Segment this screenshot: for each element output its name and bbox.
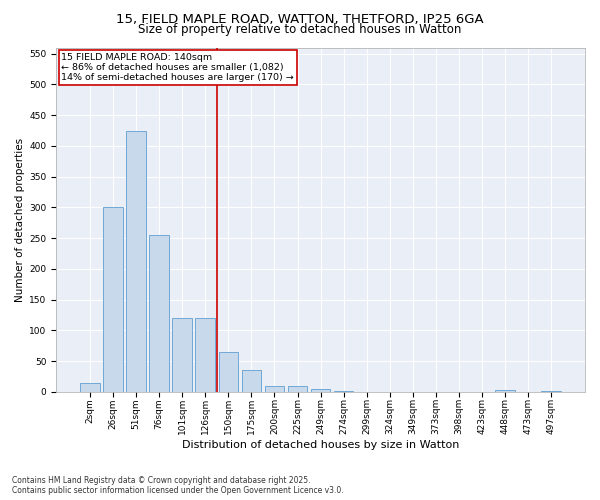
Bar (172, 318, 192, 392)
Bar (334, 390, 353, 392)
Bar (218, 352, 238, 392)
Bar (495, 390, 515, 392)
Bar (80, 382, 100, 392)
Bar (149, 235, 169, 392)
Bar (265, 386, 284, 392)
Text: 15 FIELD MAPLE ROAD: 140sqm
← 86% of detached houses are smaller (1,082)
14% of : 15 FIELD MAPLE ROAD: 140sqm ← 86% of det… (61, 52, 294, 82)
Bar (311, 388, 331, 392)
Text: Contains HM Land Registry data © Crown copyright and database right 2025.
Contai: Contains HM Land Registry data © Crown c… (12, 476, 344, 495)
Text: Size of property relative to detached houses in Watton: Size of property relative to detached ho… (139, 22, 461, 36)
Text: 15, FIELD MAPLE ROAD, WATTON, THETFORD, IP25 6GA: 15, FIELD MAPLE ROAD, WATTON, THETFORD, … (116, 12, 484, 26)
Bar (126, 130, 146, 392)
Bar (242, 370, 261, 392)
Bar (288, 386, 307, 392)
Bar (196, 318, 215, 392)
X-axis label: Distribution of detached houses by size in Watton: Distribution of detached houses by size … (182, 440, 459, 450)
Y-axis label: Number of detached properties: Number of detached properties (15, 138, 25, 302)
Bar (541, 390, 561, 392)
Bar (103, 208, 123, 392)
